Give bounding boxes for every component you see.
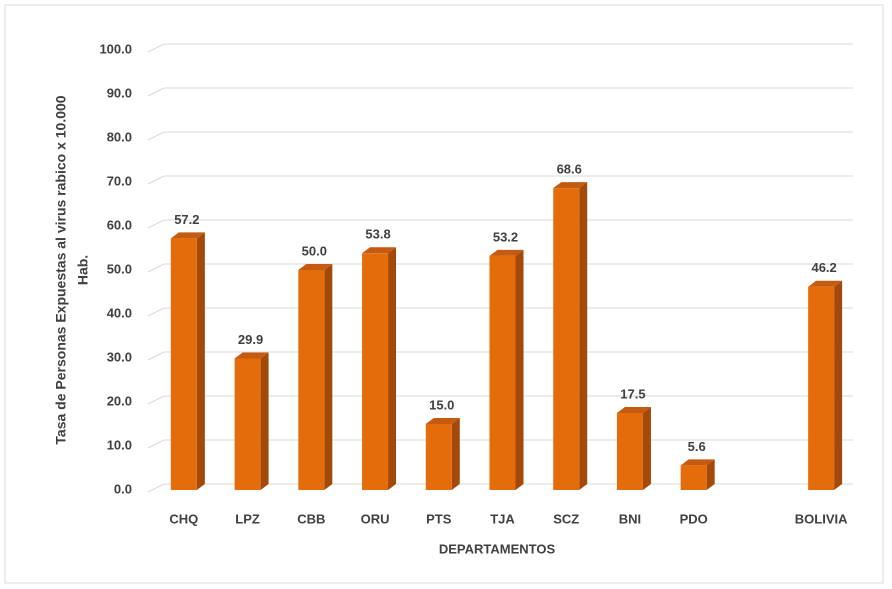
bar-side	[388, 247, 397, 490]
x-tick-label: LPZ	[235, 511, 260, 526]
bar	[362, 253, 389, 490]
grid-line-diag	[147, 131, 165, 141]
bar	[553, 188, 580, 490]
y-tick-label: 40.0	[107, 305, 132, 320]
y-tick-label: 10.0	[107, 437, 132, 452]
x-tick-label: CHQ	[169, 511, 198, 526]
y-tick-label: 0.0	[114, 481, 132, 496]
bar-top	[489, 249, 524, 256]
bar	[808, 286, 835, 490]
bar	[680, 465, 707, 490]
value-label: 57.2	[174, 212, 199, 227]
bar-top	[362, 247, 397, 254]
y-tick-label: 50.0	[107, 261, 132, 276]
bar-top	[234, 352, 269, 359]
bar-top	[616, 407, 651, 413]
grid-line-diag	[147, 43, 165, 53]
grid-line-diag	[147, 483, 165, 493]
grid-line-diag	[147, 175, 165, 185]
bar-side	[260, 352, 269, 490]
bar-top	[680, 459, 715, 466]
y-tick-label: 100.0	[99, 41, 132, 56]
y-tick-label: 60.0	[107, 217, 132, 232]
bar	[425, 424, 452, 490]
grid-line-diag	[147, 307, 165, 317]
grid-line-diag	[147, 219, 165, 229]
chart-border	[4, 4, 884, 584]
y-axis-label: Hab.	[75, 255, 91, 285]
x-tick-label: CBB	[297, 511, 325, 526]
value-label: 46.2	[811, 260, 836, 275]
y-tick-label: 90.0	[107, 85, 132, 100]
x-tick-label: TJA	[490, 511, 515, 526]
bar	[616, 413, 643, 490]
x-tick-label: PTS	[426, 511, 452, 526]
y-axis-label: Tasa de Personas Expuestas al virus rabi…	[53, 95, 69, 444]
value-label: 29.9	[238, 332, 263, 347]
grid-line-diag	[147, 351, 165, 361]
value-label: 5.6	[688, 439, 706, 454]
value-label: 50.0	[302, 243, 327, 258]
y-tick-label: 30.0	[107, 349, 132, 364]
y-tick-label: 70.0	[107, 173, 132, 188]
bar-side	[196, 232, 205, 490]
value-label: 53.8	[365, 227, 390, 242]
bar	[489, 255, 516, 490]
value-label: 17.5	[620, 386, 645, 401]
bar-side	[451, 418, 460, 490]
bar-side	[579, 182, 588, 490]
grid-line-diag	[147, 87, 165, 97]
bar-side	[642, 407, 651, 490]
grid-line-diag	[147, 395, 165, 405]
grid-line-diag	[147, 439, 165, 449]
bar-top	[425, 418, 460, 424]
x-tick-label: SCZ	[553, 511, 579, 526]
bar-side	[706, 459, 715, 490]
x-tick-label: BNI	[619, 511, 641, 526]
bar-top	[298, 264, 333, 270]
grid-line-diag	[147, 263, 165, 273]
bar-side	[324, 264, 333, 490]
value-label: 15.0	[429, 397, 454, 412]
bar-side	[834, 280, 843, 490]
bar-top	[170, 232, 205, 239]
x-axis-label: DEPARTAMENTOS	[439, 541, 556, 556]
bar-top	[808, 280, 843, 287]
bar-top	[553, 182, 588, 189]
value-label: 53.2	[493, 229, 518, 244]
x-tick-label: BOLIVIA	[795, 511, 848, 526]
y-tick-label: 80.0	[107, 129, 132, 144]
x-tick-label: ORU	[361, 511, 390, 526]
x-tick-label: PDO	[680, 511, 708, 526]
bar	[298, 270, 325, 490]
bar	[234, 358, 261, 490]
bar-side	[515, 249, 524, 490]
value-label: 68.6	[557, 162, 582, 177]
y-tick-label: 20.0	[107, 393, 132, 408]
bar	[170, 238, 197, 490]
